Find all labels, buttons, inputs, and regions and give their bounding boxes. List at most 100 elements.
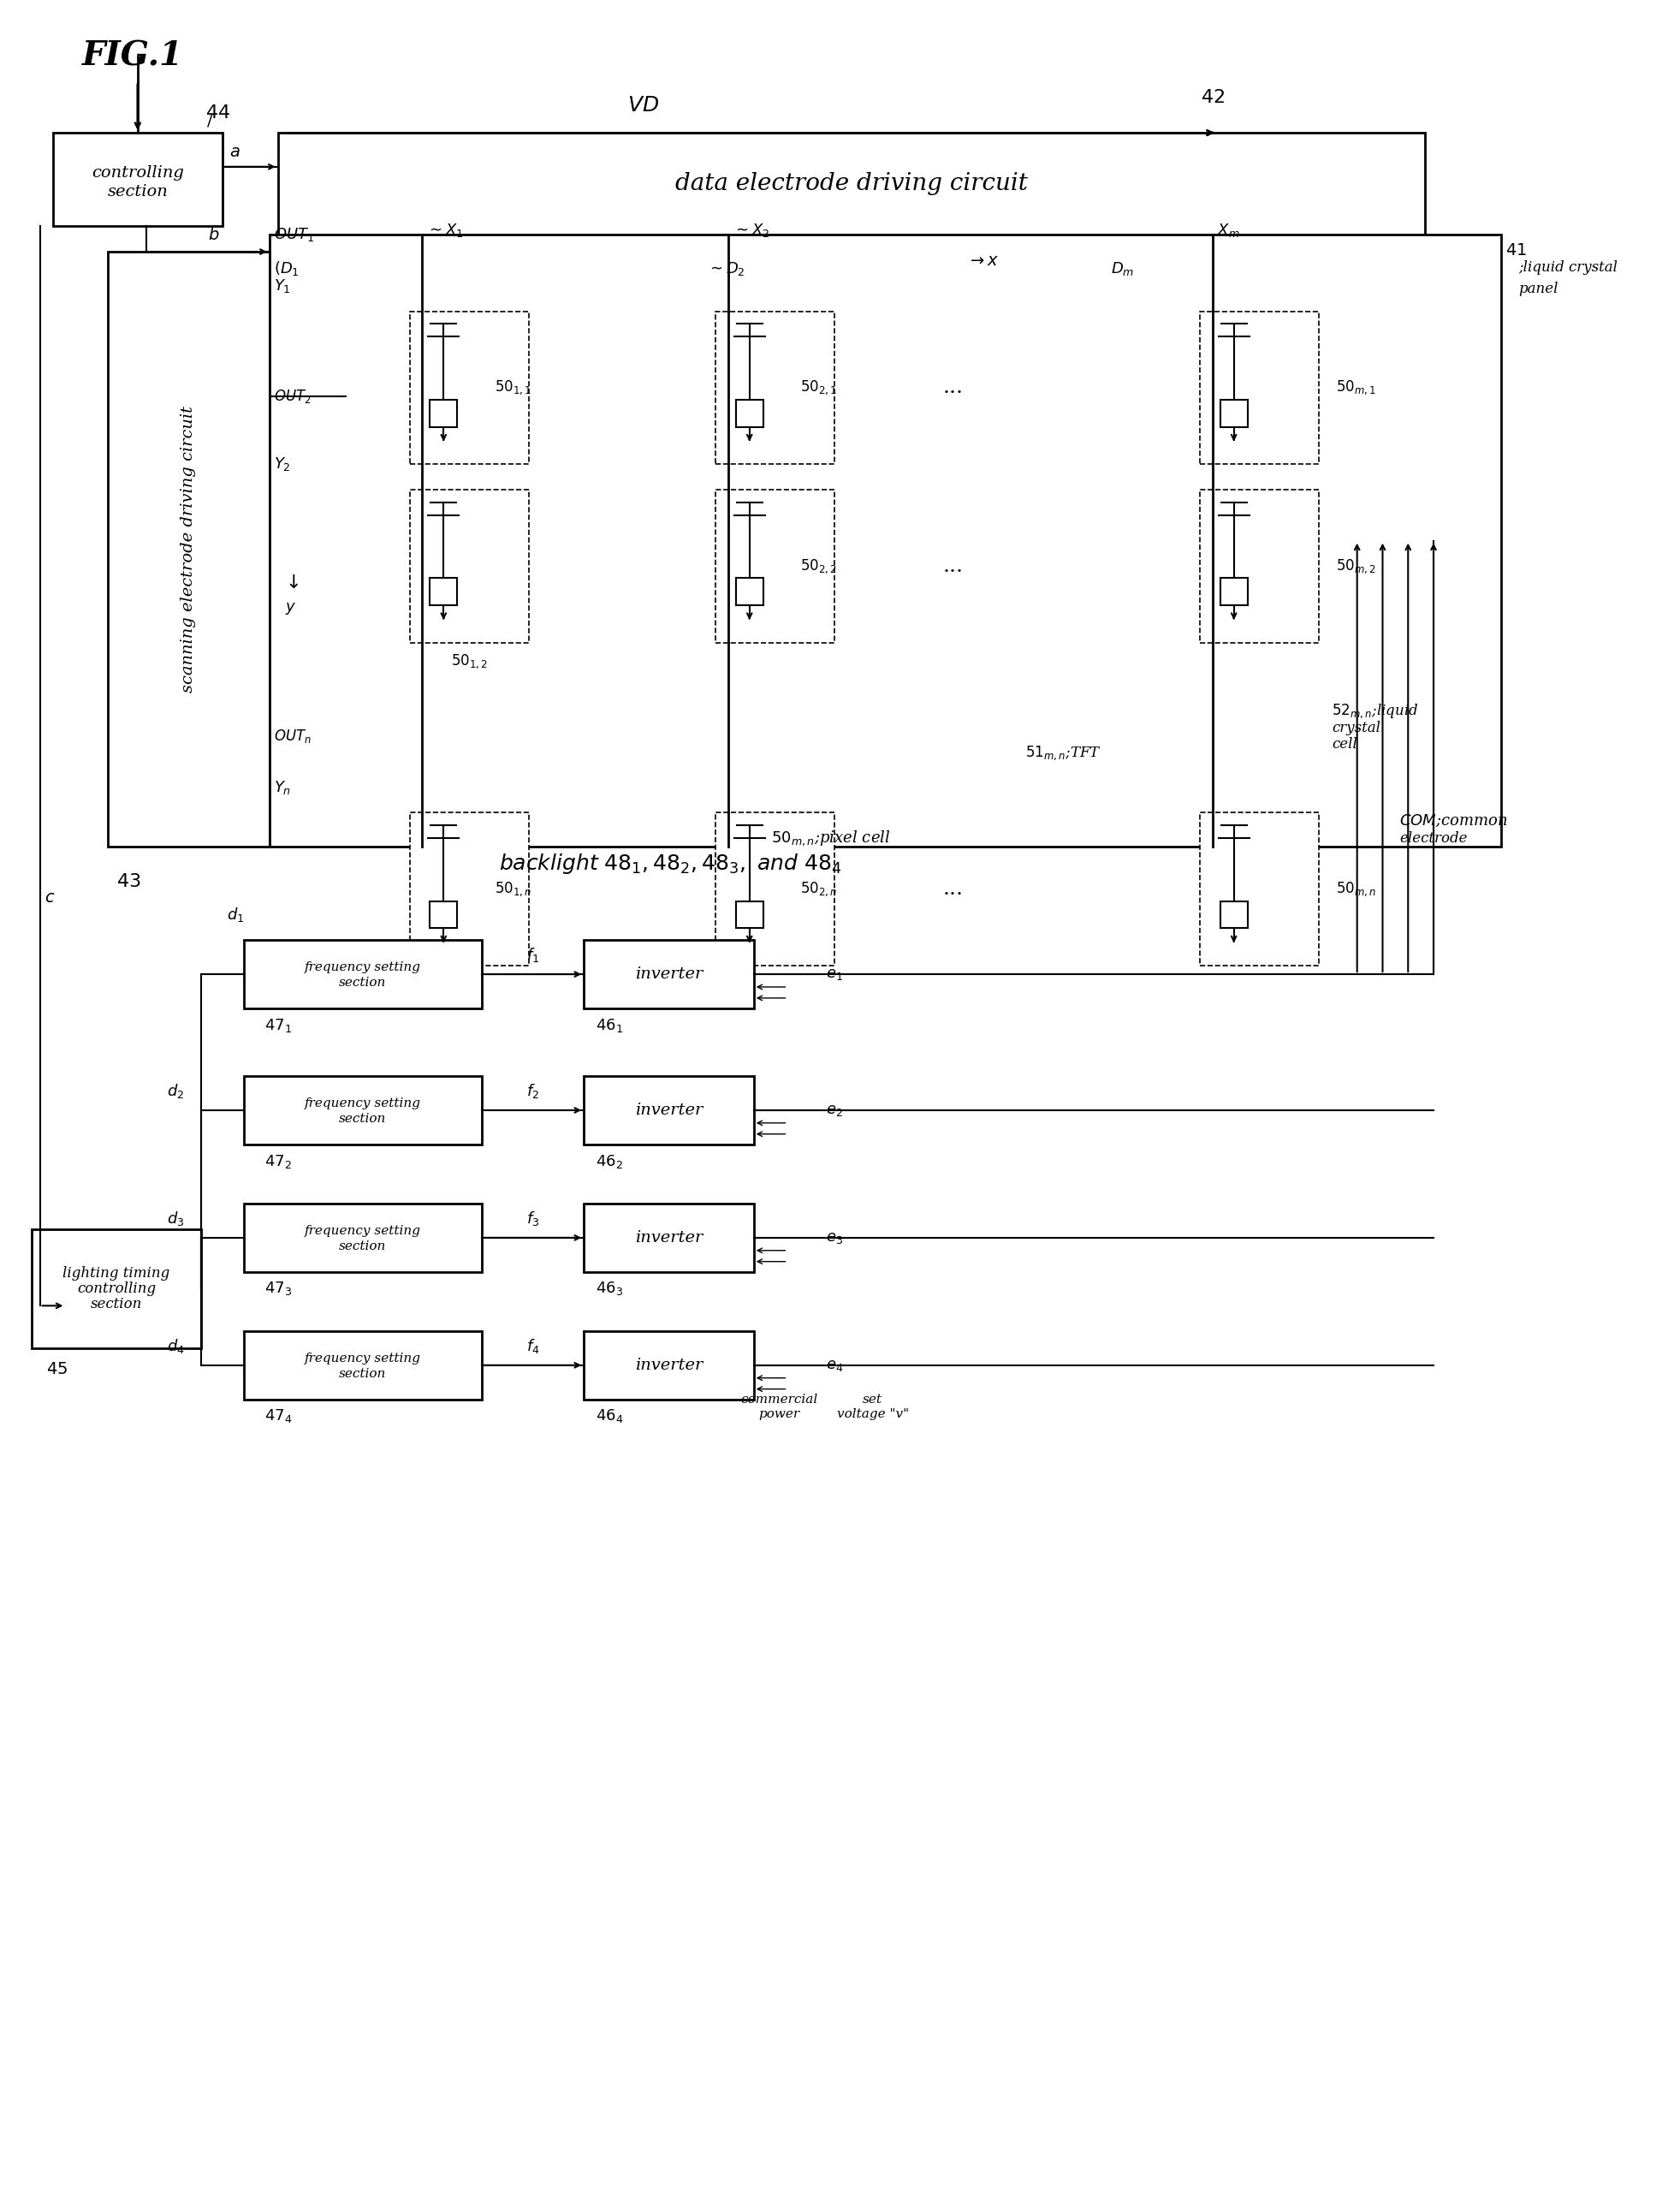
Text: frequency setting: frequency setting: [304, 1224, 422, 1238]
Text: frequency setting: frequency setting: [304, 962, 422, 973]
Bar: [716, 490, 835, 642]
Bar: [583, 1077, 754, 1145]
Bar: [1200, 812, 1319, 966]
Text: $d_1$: $d_1$: [227, 907, 244, 924]
Text: $\mathit{y}$: $\mathit{y}$: [286, 600, 296, 615]
Text: set: set: [864, 1394, 882, 1405]
Text: section: section: [339, 977, 386, 988]
Bar: [1220, 399, 1248, 426]
Text: $\mathit{43}$: $\mathit{43}$: [116, 871, 141, 891]
Text: $50_{m,2}$: $50_{m,2}$: [1336, 558, 1376, 576]
Text: section: section: [339, 1240, 386, 1253]
Text: $e_{2}$: $e_{2}$: [827, 1103, 843, 1118]
Bar: [716, 311, 835, 463]
Text: $\mathit{b}$: $\mathit{b}$: [208, 227, 220, 243]
Text: $50_{1,1}$: $50_{1,1}$: [494, 379, 531, 397]
Text: commercial: commercial: [741, 1394, 818, 1405]
Bar: [108, 251, 269, 847]
Bar: [244, 1330, 482, 1399]
Text: section: section: [91, 1297, 143, 1310]
Text: inverter: inverter: [635, 1231, 702, 1246]
Text: $47_{3}$: $47_{3}$: [264, 1279, 292, 1297]
Text: crystal: crystal: [1332, 721, 1381, 735]
Text: $f_{2}$: $f_{2}$: [526, 1083, 539, 1101]
Bar: [583, 1330, 754, 1399]
Bar: [1220, 900, 1248, 929]
Bar: [410, 490, 529, 642]
Text: $51_{m,n}$;TFT: $51_{m,n}$;TFT: [1026, 743, 1102, 761]
Bar: [410, 812, 529, 966]
Text: panel: panel: [1519, 282, 1559, 296]
Text: controlling: controlling: [91, 165, 183, 181]
Text: $f_{4}$: $f_{4}$: [526, 1337, 539, 1354]
Text: $\mathit{a}$: $\mathit{a}$: [230, 146, 240, 161]
Text: $\mathit{(D_1}$: $\mathit{(D_1}$: [274, 260, 299, 278]
Text: ;liquid crystal: ;liquid crystal: [1519, 260, 1618, 276]
Bar: [583, 940, 754, 1008]
Text: frequency setting: frequency setting: [304, 1096, 422, 1110]
Text: $\mathit{44}$: $\mathit{44}$: [205, 104, 230, 124]
Bar: [716, 812, 835, 966]
Text: $\mathit{COM}$;common: $\mathit{COM}$;common: [1399, 814, 1509, 829]
Text: $\mathit{41}$: $\mathit{41}$: [1505, 243, 1527, 258]
Text: FIG.1: FIG.1: [82, 40, 183, 73]
Text: ...: ...: [942, 556, 964, 576]
Text: cell: cell: [1332, 737, 1357, 752]
Text: $50_{m,n}$: $50_{m,n}$: [1336, 880, 1376, 898]
Bar: [736, 399, 763, 426]
Text: $46_{4}$: $46_{4}$: [595, 1407, 623, 1425]
Text: $52_{m,n}$;liquid: $52_{m,n}$;liquid: [1332, 702, 1418, 719]
Text: $\mathit{X_m}$: $\mathit{X_m}$: [1216, 223, 1240, 238]
Text: lighting timing: lighting timing: [62, 1266, 170, 1282]
Bar: [52, 132, 223, 227]
Text: inverter: inverter: [635, 1357, 702, 1372]
Text: $\sim\mathit{X_1}$: $\sim\mathit{X_1}$: [427, 223, 464, 238]
Bar: [410, 311, 529, 463]
Text: ...: ...: [942, 377, 964, 397]
Text: inverter: inverter: [635, 966, 702, 982]
Text: voltage "v": voltage "v": [837, 1407, 909, 1421]
Text: section: section: [108, 183, 168, 199]
Bar: [736, 900, 763, 929]
Text: $\mathit{Y_n}$: $\mathit{Y_n}$: [274, 779, 291, 796]
Bar: [430, 399, 457, 426]
Text: $47_{4}$: $47_{4}$: [264, 1407, 292, 1425]
Text: inverter: inverter: [635, 1103, 702, 1118]
Text: section: section: [339, 1368, 386, 1379]
Text: $\mathit{OUT_n}$: $\mathit{OUT_n}$: [274, 728, 311, 746]
Text: $e_{3}$: $e_{3}$: [827, 1231, 843, 1246]
Text: $50_{1,n}$: $50_{1,n}$: [494, 880, 531, 898]
Text: $\downarrow$: $\downarrow$: [282, 574, 299, 591]
Text: $\rightarrow\mathit{x}$: $\rightarrow\mathit{x}$: [968, 254, 1000, 269]
Text: $\mathit{Y_2}$: $\mathit{Y_2}$: [274, 457, 291, 472]
Text: $\mathit{c}$: $\mathit{c}$: [44, 889, 55, 904]
Bar: [1220, 578, 1248, 604]
Bar: [1200, 490, 1319, 642]
Text: $d_{4}$: $d_{4}$: [166, 1337, 185, 1354]
Text: ...: ...: [942, 880, 964, 900]
Text: frequency setting: frequency setting: [304, 1352, 422, 1363]
Text: $\mathit{45}$: $\mathit{45}$: [45, 1361, 67, 1377]
Bar: [583, 1204, 754, 1271]
Text: $50_{2,1}$: $50_{2,1}$: [800, 379, 837, 397]
Text: controlling: controlling: [77, 1282, 156, 1295]
Bar: [244, 940, 482, 1008]
Text: $f_{1}$: $f_{1}$: [526, 946, 539, 964]
Bar: [1200, 311, 1319, 463]
Text: $d_{3}$: $d_{3}$: [168, 1209, 185, 1227]
Text: $e_{4}$: $e_{4}$: [827, 1357, 843, 1372]
Text: /: /: [207, 113, 213, 128]
Text: $46_{2}$: $46_{2}$: [596, 1154, 623, 1169]
Text: $46_{1}$: $46_{1}$: [596, 1017, 623, 1035]
Bar: [244, 1204, 482, 1271]
Bar: [736, 578, 763, 604]
Text: $\sim\mathit{D_2}$: $\sim\mathit{D_2}$: [707, 260, 746, 278]
Text: $\mathit{backlight\ 48_1, 48_2, 48_3,\ and\ 48_4}$: $\mathit{backlight\ 48_1, 48_2, 48_3,\ a…: [499, 852, 842, 876]
Bar: [32, 1229, 202, 1348]
Text: scanning electrode driving circuit: scanning electrode driving circuit: [181, 406, 197, 693]
Text: $50_{2,n}$: $50_{2,n}$: [800, 880, 838, 898]
Text: $\mathit{VD}$: $\mathit{VD}$: [627, 95, 659, 115]
Text: $50_{2,2}$: $50_{2,2}$: [800, 558, 837, 576]
Text: $\mathit{OUT_1}$: $\mathit{OUT_1}$: [274, 227, 314, 243]
Text: $50_{m,1}$: $50_{m,1}$: [1336, 379, 1376, 397]
